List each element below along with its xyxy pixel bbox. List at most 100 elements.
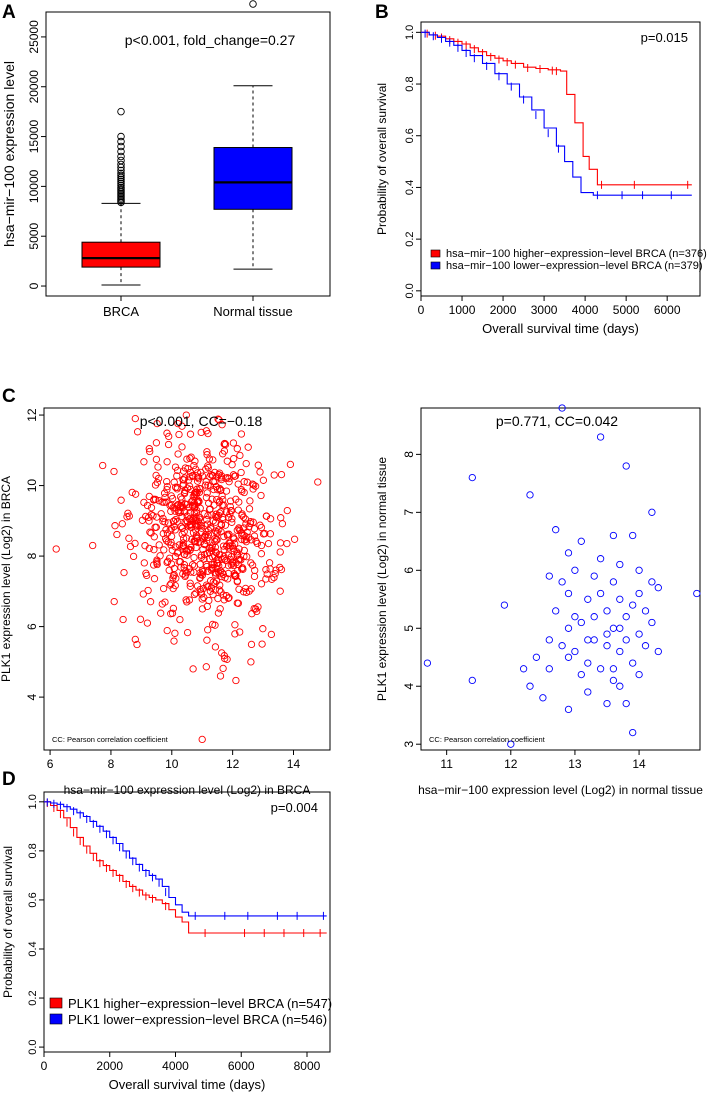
scatter-point xyxy=(167,610,175,618)
scatter-point xyxy=(247,559,255,567)
scatter-point xyxy=(277,565,286,574)
legend-swatch-lower xyxy=(430,261,441,270)
plot-title: p<0.001, CC=−0.18 xyxy=(140,413,263,429)
scatter-point xyxy=(145,544,153,553)
scatter-point xyxy=(159,584,168,593)
scatter-point xyxy=(176,508,184,517)
scatter-point xyxy=(227,506,235,515)
scatter-point xyxy=(150,495,158,503)
x-tick-label: 12 xyxy=(226,757,240,771)
p-value-annotation: p=0.015 xyxy=(641,30,688,45)
scatter-point xyxy=(203,516,211,524)
scatter-point xyxy=(259,476,268,484)
panel-letter-c: C xyxy=(2,386,16,407)
scatter-point xyxy=(231,472,240,480)
scatter-point xyxy=(622,636,630,644)
scatter-point xyxy=(195,488,204,497)
scatter-point xyxy=(243,553,251,561)
scatter-point xyxy=(276,587,284,595)
scatter-point xyxy=(172,574,180,582)
scatter-point xyxy=(314,478,322,486)
x-tick-label: Normal tissue xyxy=(213,304,292,319)
scatter-point xyxy=(236,451,244,460)
scatter-point xyxy=(203,489,211,497)
scatter-point xyxy=(214,555,222,564)
scatter-point xyxy=(211,571,220,579)
scatter-point xyxy=(144,586,152,595)
scatter-point xyxy=(577,670,585,679)
scatter-point xyxy=(209,590,217,599)
scatter-point xyxy=(584,688,592,696)
scatter-point xyxy=(230,454,238,463)
scatter-point xyxy=(539,694,547,702)
y-tick-label: 1.0 xyxy=(404,25,416,40)
scatter-point xyxy=(201,481,210,489)
scatter-point xyxy=(545,665,553,673)
scatter-point xyxy=(186,485,195,494)
scatter-point xyxy=(181,474,189,482)
scatter-point xyxy=(190,590,199,599)
scatter-point xyxy=(648,618,656,627)
scatter-point xyxy=(111,522,119,530)
scatter-point xyxy=(237,430,246,438)
scatter-point xyxy=(252,537,260,545)
scatter-point xyxy=(152,523,160,531)
scatter-point xyxy=(609,624,618,632)
scatter-point xyxy=(245,587,253,595)
scatter-point xyxy=(558,404,566,412)
x-tick-label: 6000 xyxy=(228,1059,255,1073)
scatter-point xyxy=(145,445,153,453)
scatter-point xyxy=(167,541,175,549)
outlier-point xyxy=(117,132,125,141)
scatter-point xyxy=(169,517,178,526)
scatter-point xyxy=(213,559,221,567)
scatter-point xyxy=(226,539,234,547)
scatter-point xyxy=(254,461,262,469)
scatter-point xyxy=(190,509,198,517)
scatter-point xyxy=(224,532,232,540)
scatter-point xyxy=(153,559,161,567)
outlier-point xyxy=(117,147,125,156)
scatter-point xyxy=(216,570,224,578)
scatter-point xyxy=(149,512,157,520)
outlier-point xyxy=(117,175,125,184)
scatter-point xyxy=(507,740,515,748)
scatter-point xyxy=(203,520,212,528)
scatter-point xyxy=(118,520,126,528)
scatter-point xyxy=(165,566,173,574)
y-axis-label: hsa−mir−100 expression level xyxy=(1,61,17,247)
scatter-point xyxy=(193,489,201,497)
panel-c-left-scatter: 4 6 8 10 12 6 8 10 12 14 PLK1 expression level (Lo… xyxy=(0,407,331,797)
scatter-point xyxy=(152,439,161,447)
scatter-point xyxy=(215,416,223,424)
scatter-point xyxy=(603,699,611,708)
scatter-point xyxy=(200,593,208,602)
scatter-point xyxy=(196,504,204,512)
scatter-point xyxy=(257,550,266,558)
scatter-point xyxy=(603,607,611,615)
y-tick-label: 5000 xyxy=(27,223,41,250)
scatter-point xyxy=(629,531,637,540)
scatter-point xyxy=(247,536,255,544)
outlier-point xyxy=(117,107,125,116)
scatter-point xyxy=(152,471,160,480)
scatter-point xyxy=(236,628,244,636)
scatter-point xyxy=(228,515,236,523)
scatter-point xyxy=(131,635,139,644)
scatter-point xyxy=(500,601,509,609)
scatter-point xyxy=(616,595,624,603)
box-normal-tissue xyxy=(213,147,293,210)
scatter-point xyxy=(202,427,211,435)
scatter-point xyxy=(240,488,248,497)
scatter-point xyxy=(154,463,162,471)
scatter-point xyxy=(257,491,265,500)
scatter-point xyxy=(214,609,223,617)
scatter-point xyxy=(233,577,242,585)
scatter-point xyxy=(577,618,585,627)
scatter-point xyxy=(125,534,133,542)
scatter-point xyxy=(545,572,553,580)
y-tick-label: 0.8 xyxy=(27,843,39,858)
scatter-point xyxy=(163,477,171,486)
x-tick-label: 14 xyxy=(287,757,301,771)
scatter-point xyxy=(146,598,155,606)
